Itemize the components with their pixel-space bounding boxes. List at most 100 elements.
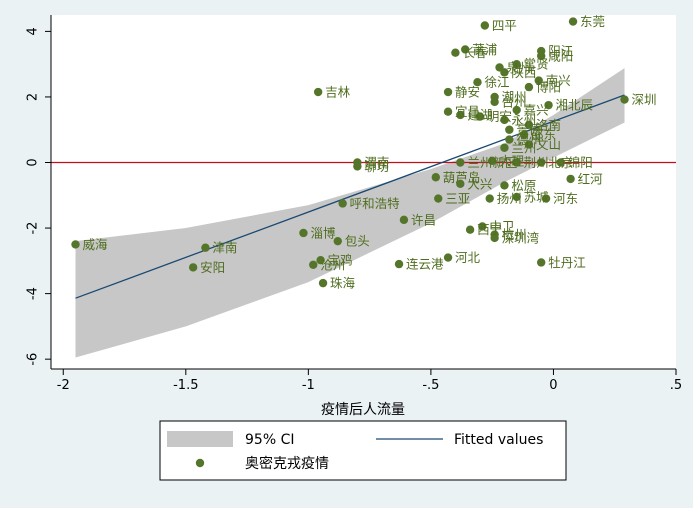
y-tick-label: 2 — [26, 93, 41, 101]
data-point — [473, 77, 482, 87]
point-label: 连云港 — [406, 257, 444, 272]
point-label: 绵阳 — [568, 155, 593, 170]
point-label: 兰州 — [511, 140, 536, 155]
point-label: 明宏 — [487, 109, 512, 124]
point-label: 河东 — [553, 191, 578, 206]
legend-swatch-points — [195, 458, 205, 468]
y-tick-label: -2 — [26, 222, 41, 235]
point-label: 潮州 — [502, 89, 527, 104]
point-label: 宝鸡 — [328, 253, 353, 268]
ci-band — [75, 68, 625, 358]
data-point — [465, 225, 475, 234]
data-point — [541, 194, 551, 203]
data-point — [201, 243, 210, 252]
point-label: 杭州 — [502, 227, 527, 242]
data-point — [544, 100, 553, 110]
data-point — [500, 115, 509, 125]
data-point — [556, 158, 566, 167]
data-point — [524, 120, 534, 130]
data-point — [512, 105, 521, 115]
data-point — [431, 173, 441, 182]
data-point — [485, 194, 494, 203]
data-point — [490, 97, 499, 107]
data-point — [299, 228, 308, 238]
x-tick-label: .5 — [670, 378, 682, 393]
data-point — [512, 192, 521, 202]
point-label: 威海 — [83, 237, 109, 252]
data-point — [487, 156, 497, 166]
data-point — [461, 45, 470, 54]
point-label: 北京 — [548, 155, 573, 170]
data-point — [524, 140, 534, 149]
x-tick-label: -1 — [302, 378, 315, 393]
point-label: 徐江 — [484, 75, 509, 90]
point-label: 博阳 — [536, 80, 561, 95]
y-tick-label: -4 — [26, 287, 41, 300]
point-label: 聊坊 — [364, 159, 389, 174]
point-label: 渭南 — [364, 155, 389, 170]
data-point — [500, 181, 509, 190]
legend-box — [159, 420, 567, 481]
data-point — [475, 112, 485, 121]
x-axis-title: 疫情后人流量 — [321, 402, 405, 418]
point-label: 常贤 — [524, 57, 549, 72]
data-point — [536, 51, 546, 61]
data-point — [536, 158, 546, 167]
data-point — [524, 82, 534, 92]
point-label: 陕西 — [511, 65, 536, 80]
data-point — [434, 194, 443, 203]
data-point — [505, 125, 514, 134]
fitted-line — [75, 94, 625, 299]
point-label: 永州 — [511, 112, 536, 127]
point-label: 安阳 — [200, 260, 225, 275]
point-label: 文山 — [536, 137, 561, 152]
axis-layer — [50, 15, 676, 370]
data-point — [443, 87, 453, 97]
data-point — [333, 236, 342, 246]
point-label: 深圳湾 — [502, 230, 540, 245]
point-label: 咸阳 — [548, 48, 573, 63]
data-point — [480, 21, 490, 30]
legend-label-fit: Fitted values — [454, 432, 543, 448]
point-label: 台州 — [502, 94, 527, 109]
data-point — [500, 143, 509, 152]
x-tick-label: -2 — [57, 378, 70, 393]
x-tick-label: -1.5 — [173, 378, 198, 393]
point-label: 静安 — [455, 85, 480, 100]
data-point — [188, 263, 198, 272]
x-tick-label: 0 — [549, 378, 557, 393]
point-label: 深圳 — [632, 92, 657, 107]
data-point — [456, 179, 465, 189]
data-point — [443, 107, 453, 116]
point-layer — [71, 17, 629, 288]
point-label: 莆浦 — [472, 42, 497, 57]
point-label: 松原 — [511, 178, 536, 193]
point-label: 红河 — [578, 171, 604, 186]
y-tick-label: 0 — [26, 158, 41, 166]
data-point — [316, 255, 325, 265]
point-label: 邵东 — [531, 127, 556, 142]
point-label: 津南 — [212, 240, 237, 255]
y-tick-label: -6 — [26, 353, 41, 366]
point-label: 许昌 — [411, 212, 436, 227]
data-point — [443, 253, 453, 262]
point-label: 湘北辰 — [556, 98, 594, 113]
data-point — [568, 17, 578, 26]
point-label: 兰州新区 — [467, 155, 517, 170]
point-label: 西宁 — [477, 222, 502, 237]
point-label: 吉林 — [325, 85, 351, 100]
data-point — [478, 222, 487, 231]
data-point — [519, 130, 529, 139]
legend-label-ci: 95% CI — [245, 432, 294, 448]
point-label: 三亚 — [445, 191, 470, 206]
y-tick-label: 4 — [26, 27, 41, 35]
fit-line-layer — [75, 94, 625, 299]
point-label: 宜昌 — [455, 104, 480, 119]
data-point — [534, 76, 543, 85]
data-point — [456, 158, 465, 167]
data-point — [536, 258, 546, 267]
point-label: 泉州 — [507, 60, 532, 75]
